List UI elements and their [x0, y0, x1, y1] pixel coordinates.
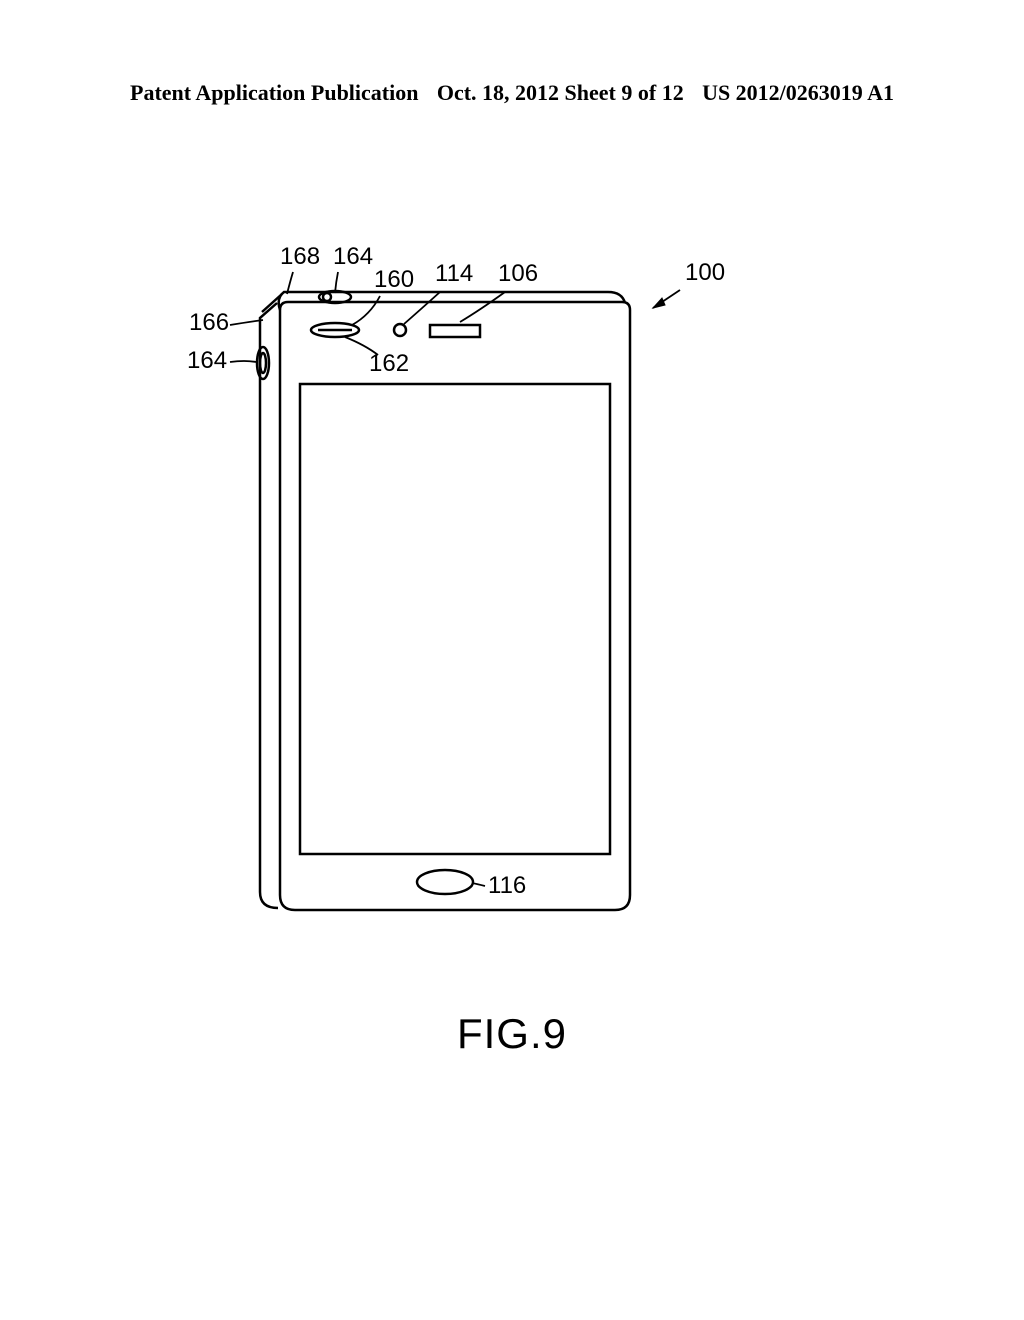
header-date-sheet: Oct. 18, 2012 Sheet 9 of 12: [437, 80, 684, 106]
patent-figure-svg: [180, 240, 820, 960]
ref-label-162: 162: [369, 350, 409, 378]
ref-label-114: 114: [435, 260, 473, 288]
ref-label-166: 166: [189, 309, 229, 337]
ref-label-160: 160: [374, 266, 414, 294]
ref-label-100: 100: [685, 259, 725, 287]
ref-label-168: 168: [280, 243, 320, 271]
ref-label-164-side: 164: [187, 347, 227, 375]
figure-caption: FIG.9: [0, 1010, 1024, 1058]
header-publication: Patent Application Publication: [130, 80, 418, 106]
page-header: Patent Application Publication Oct. 18, …: [0, 80, 1024, 106]
header-patent-number: US 2012/0263019 A1: [702, 80, 894, 106]
figure-container: [180, 240, 820, 960]
ref-label-164-top: 164: [333, 243, 373, 271]
ref-label-106: 106: [498, 260, 538, 288]
ref-label-116: 116: [488, 872, 526, 900]
